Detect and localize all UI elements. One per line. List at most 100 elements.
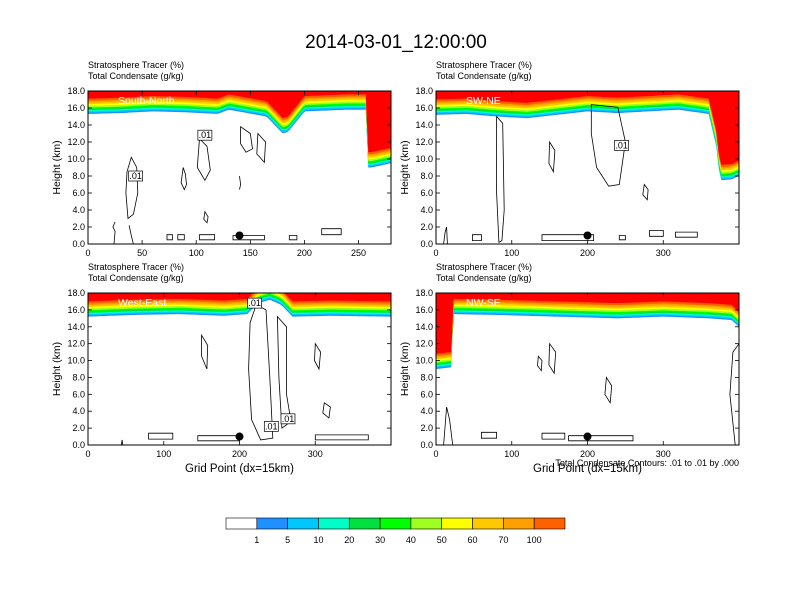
y-tick-label: 0.0 bbox=[420, 440, 433, 450]
condensate-contours bbox=[112, 125, 342, 244]
condensate-contour bbox=[590, 104, 626, 187]
condensate-contour bbox=[443, 226, 448, 244]
y-tick-label: 2.0 bbox=[420, 423, 433, 433]
panel-subtitle-line: Stratosphere Tracer (%) bbox=[88, 60, 184, 70]
x-tick-label: 0 bbox=[85, 248, 90, 258]
y-tick-label: 6.0 bbox=[72, 188, 85, 198]
condensate-contour bbox=[548, 342, 557, 375]
y-tick-label: 12.0 bbox=[415, 137, 433, 147]
tracer-band bbox=[88, 91, 391, 167]
condensate-contour bbox=[649, 230, 664, 237]
y-tick-label: 6.0 bbox=[420, 188, 433, 198]
condensate-contour bbox=[125, 156, 139, 220]
condensate-contour bbox=[548, 140, 556, 174]
x-axis-label: Grid Point (dx=15km) bbox=[533, 463, 642, 475]
center-marker bbox=[235, 231, 244, 240]
x-tick-label: 200 bbox=[580, 248, 595, 258]
figure-title: 2014-03-01_12:00:00 bbox=[305, 32, 487, 53]
condensate-contour bbox=[201, 333, 209, 370]
y-axis-label: Height (km) bbox=[51, 342, 63, 396]
condensate-contour bbox=[729, 343, 739, 445]
colorbar-box bbox=[472, 517, 504, 530]
condensate-contour bbox=[120, 439, 124, 445]
panel-subtitle-line: Total Condensate (g/kg) bbox=[88, 71, 184, 81]
panel-name-label: SW-NE bbox=[466, 95, 501, 107]
x-tick-label: 200 bbox=[232, 449, 247, 459]
y-tick-label: 10.0 bbox=[415, 154, 433, 164]
panel-name-label: West-East bbox=[118, 297, 166, 309]
tracer-band bbox=[436, 91, 739, 165]
x-tick-label: 300 bbox=[656, 449, 671, 459]
panel-subtitle-line: Stratosphere Tracer (%) bbox=[436, 60, 532, 70]
condensate-contour bbox=[541, 432, 566, 440]
condensate-contour bbox=[276, 315, 292, 429]
y-axis-label: Height (km) bbox=[51, 140, 63, 194]
y-tick-label: 12.0 bbox=[67, 339, 85, 349]
contour-label: .01 bbox=[128, 170, 143, 182]
panel-subtitle-line: Total Condensate (g/kg) bbox=[88, 273, 184, 283]
contour-label: .01 bbox=[263, 421, 279, 432]
x-tick-label: 300 bbox=[308, 449, 323, 459]
condensate-contour bbox=[288, 235, 298, 241]
x-tick-label: 100 bbox=[189, 248, 204, 258]
x-tick-label: 0 bbox=[85, 449, 90, 459]
panel-subtitle-line: Stratosphere Tracer (%) bbox=[88, 262, 184, 272]
colorbar-box bbox=[441, 517, 473, 530]
y-tick-label: 0.0 bbox=[420, 239, 433, 249]
colorbar-label: 50 bbox=[437, 535, 447, 545]
condensate-contour bbox=[199, 234, 215, 241]
y-tick-label: 8.0 bbox=[72, 372, 85, 382]
contour-label-text: .01 bbox=[129, 171, 142, 181]
y-tick-label: 16.0 bbox=[415, 103, 433, 113]
tracer-field bbox=[436, 293, 739, 369]
y-tick-label: 0.0 bbox=[72, 239, 85, 249]
y-axis-label: Height (km) bbox=[399, 140, 411, 194]
condensate-contour bbox=[239, 175, 242, 190]
panel-subtitle-line: Total Condensate (g/kg) bbox=[436, 71, 532, 81]
condensate-contour bbox=[472, 234, 482, 241]
tracer-band bbox=[88, 91, 391, 153]
y-tick-label: 6.0 bbox=[72, 389, 85, 399]
tracer-band bbox=[436, 293, 739, 354]
tracer-band bbox=[436, 293, 739, 364]
y-tick-label: 18.0 bbox=[415, 288, 433, 298]
x-tick-label: 150 bbox=[243, 248, 258, 258]
condensate-contour bbox=[148, 432, 174, 440]
condensate-contour bbox=[240, 125, 253, 153]
condensate-contours bbox=[120, 304, 369, 445]
colorbar-box bbox=[379, 517, 412, 530]
y-tick-label: 8.0 bbox=[72, 171, 85, 181]
contour-label-box bbox=[247, 297, 262, 309]
panel-name-label: NW-SE bbox=[466, 297, 501, 309]
contour-label: .01 bbox=[280, 413, 296, 425]
colorbar-box bbox=[225, 517, 258, 530]
y-tick-label: 0.0 bbox=[72, 440, 85, 450]
tracer-band bbox=[436, 91, 739, 176]
x-axis-label: Grid Point (dx=15km) bbox=[185, 463, 294, 475]
y-tick-label: 16.0 bbox=[67, 103, 85, 113]
condensate-contour bbox=[166, 234, 173, 241]
colorbar-box bbox=[410, 517, 443, 530]
y-tick-label: 8.0 bbox=[420, 372, 433, 382]
center-marker bbox=[235, 432, 244, 441]
condensate-contour bbox=[196, 137, 211, 182]
center-marker bbox=[583, 432, 592, 441]
y-tick-label: 18.0 bbox=[67, 86, 85, 96]
colorbar-label: 1 bbox=[254, 535, 259, 545]
condensate-contour bbox=[675, 231, 698, 238]
y-tick-label: 2.0 bbox=[420, 222, 433, 232]
contour-label-box bbox=[263, 421, 279, 432]
center-marker bbox=[583, 231, 592, 240]
contour-label-text: .01 bbox=[199, 130, 212, 140]
condensate-contour bbox=[443, 406, 454, 445]
y-tick-label: 16.0 bbox=[415, 305, 433, 315]
y-tick-label: 4.0 bbox=[72, 406, 85, 416]
contour-label-text: .01 bbox=[265, 421, 278, 431]
contour-label-text: .01 bbox=[282, 414, 295, 424]
contour-label-box bbox=[197, 129, 213, 141]
condensate-contour bbox=[314, 434, 369, 441]
tracer-band bbox=[436, 91, 739, 177]
y-tick-label: 4.0 bbox=[420, 406, 433, 416]
tracer-field bbox=[88, 91, 391, 168]
